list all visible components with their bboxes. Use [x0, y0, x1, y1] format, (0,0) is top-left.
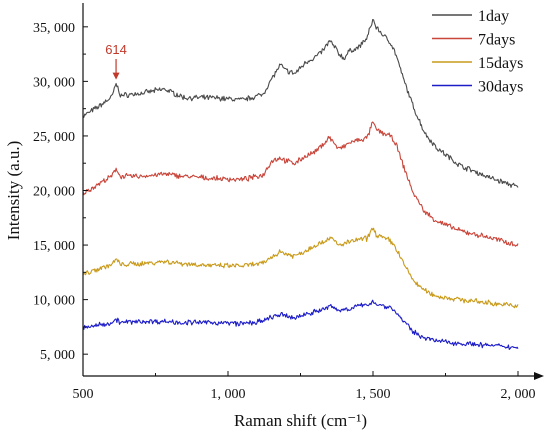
- x-tick-label: 1, 500: [356, 387, 391, 402]
- tick-labels: 5, 000 10, 000 15, 000 20, 000 25, 000 30, 00…: [33, 21, 536, 402]
- y-tick-label: 15, 000: [33, 239, 75, 254]
- legend-label-7days: 7days: [478, 32, 515, 49]
- y-tick-label: 35, 000: [33, 21, 75, 36]
- y-tick-label: 5, 000: [40, 348, 75, 363]
- y-tick-label: 20, 000: [33, 185, 75, 200]
- legend-label-15days: 15days: [478, 55, 523, 72]
- annotation-label: 614: [105, 42, 127, 57]
- series-line-7days: [82, 121, 519, 247]
- y-tick-label: 25, 000: [33, 130, 75, 145]
- legend-label-30days: 30days: [478, 79, 523, 96]
- series-line-30days: [82, 299, 519, 350]
- y-tick-label: 10, 000: [33, 294, 75, 309]
- x-tick-label: 2, 000: [501, 387, 536, 402]
- x-tick-label: 1, 000: [211, 387, 246, 402]
- annotation-arrow-head: [112, 72, 120, 80]
- axes: [82, 3, 544, 380]
- peak-annotation: 614: [105, 42, 127, 80]
- legend: 1day 7days 15days 30days: [432, 8, 523, 96]
- y-axis-title: Intensity (a.u.): [4, 141, 23, 241]
- series-line-15days: [82, 227, 519, 309]
- legend-label-1day: 1day: [478, 8, 509, 25]
- x-axis-arrow: [534, 372, 544, 380]
- x-tick-label: 500: [73, 387, 94, 402]
- series-layer: [82, 18, 519, 350]
- x-axis-title: Raman shift (cm⁻¹): [234, 411, 367, 430]
- series-line-1day: [82, 18, 519, 188]
- y-tick-label: 30, 000: [33, 75, 75, 90]
